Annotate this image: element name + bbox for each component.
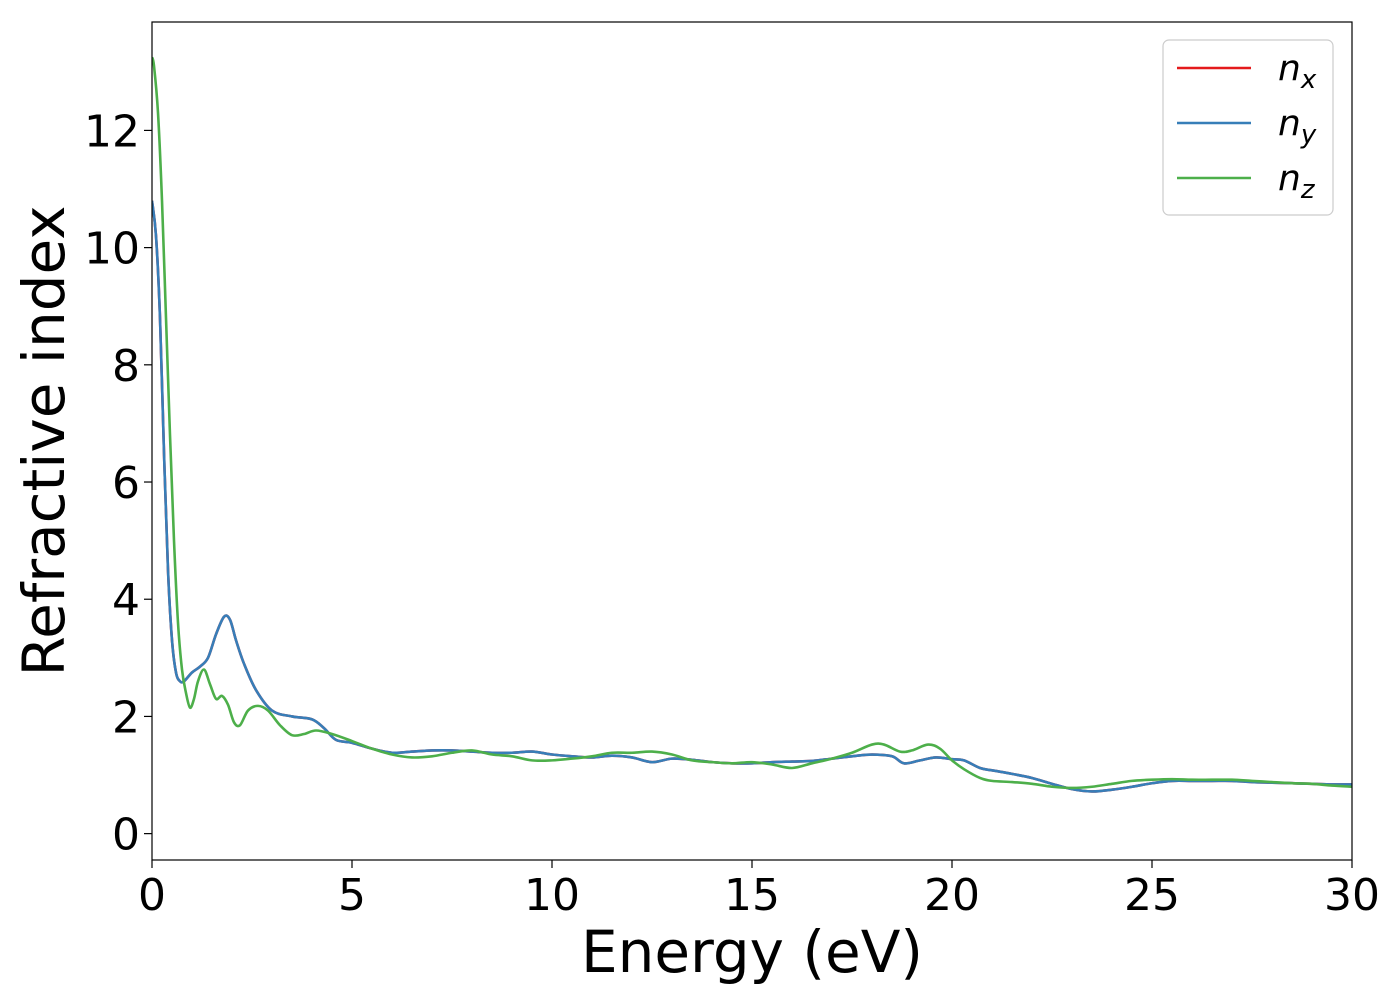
x-tick-label: 0	[138, 870, 166, 921]
legend-box	[1162, 39, 1334, 216]
y-tick-label: 10	[84, 224, 140, 275]
series-line-n-z	[152, 56, 1352, 790]
y-tick-label: 6	[112, 458, 140, 509]
x-tick-label: 15	[724, 870, 780, 921]
y-tick-label: 0	[112, 810, 140, 861]
x-tick-label: 25	[1124, 870, 1180, 921]
legend-label: ny	[1278, 103, 1317, 150]
x-tick-label: 20	[924, 870, 980, 921]
legend-label: nx	[1278, 48, 1317, 95]
y-tick-label: 2	[112, 692, 140, 743]
y-tick-label: 8	[112, 341, 140, 392]
legend: nx ny nz	[1162, 39, 1334, 216]
x-axis-label: Energy (eV)	[581, 918, 923, 986]
ticks-layer: 0 5 10 15 20 25 30 0 2 4 6 8 10 12	[84, 106, 1380, 921]
legend-label: nz	[1278, 158, 1316, 205]
series-line-n-y	[152, 200, 1352, 793]
x-tick-label: 10	[524, 870, 580, 921]
y-tick-label: 12	[84, 106, 140, 157]
series-line-n-x	[152, 200, 1352, 793]
y-tick-label: 4	[112, 575, 140, 626]
x-tick-label: 30	[1324, 870, 1380, 921]
x-tick-label: 5	[338, 870, 366, 921]
series-layer	[152, 56, 1352, 793]
y-axis-label: Refractive index	[10, 205, 78, 676]
